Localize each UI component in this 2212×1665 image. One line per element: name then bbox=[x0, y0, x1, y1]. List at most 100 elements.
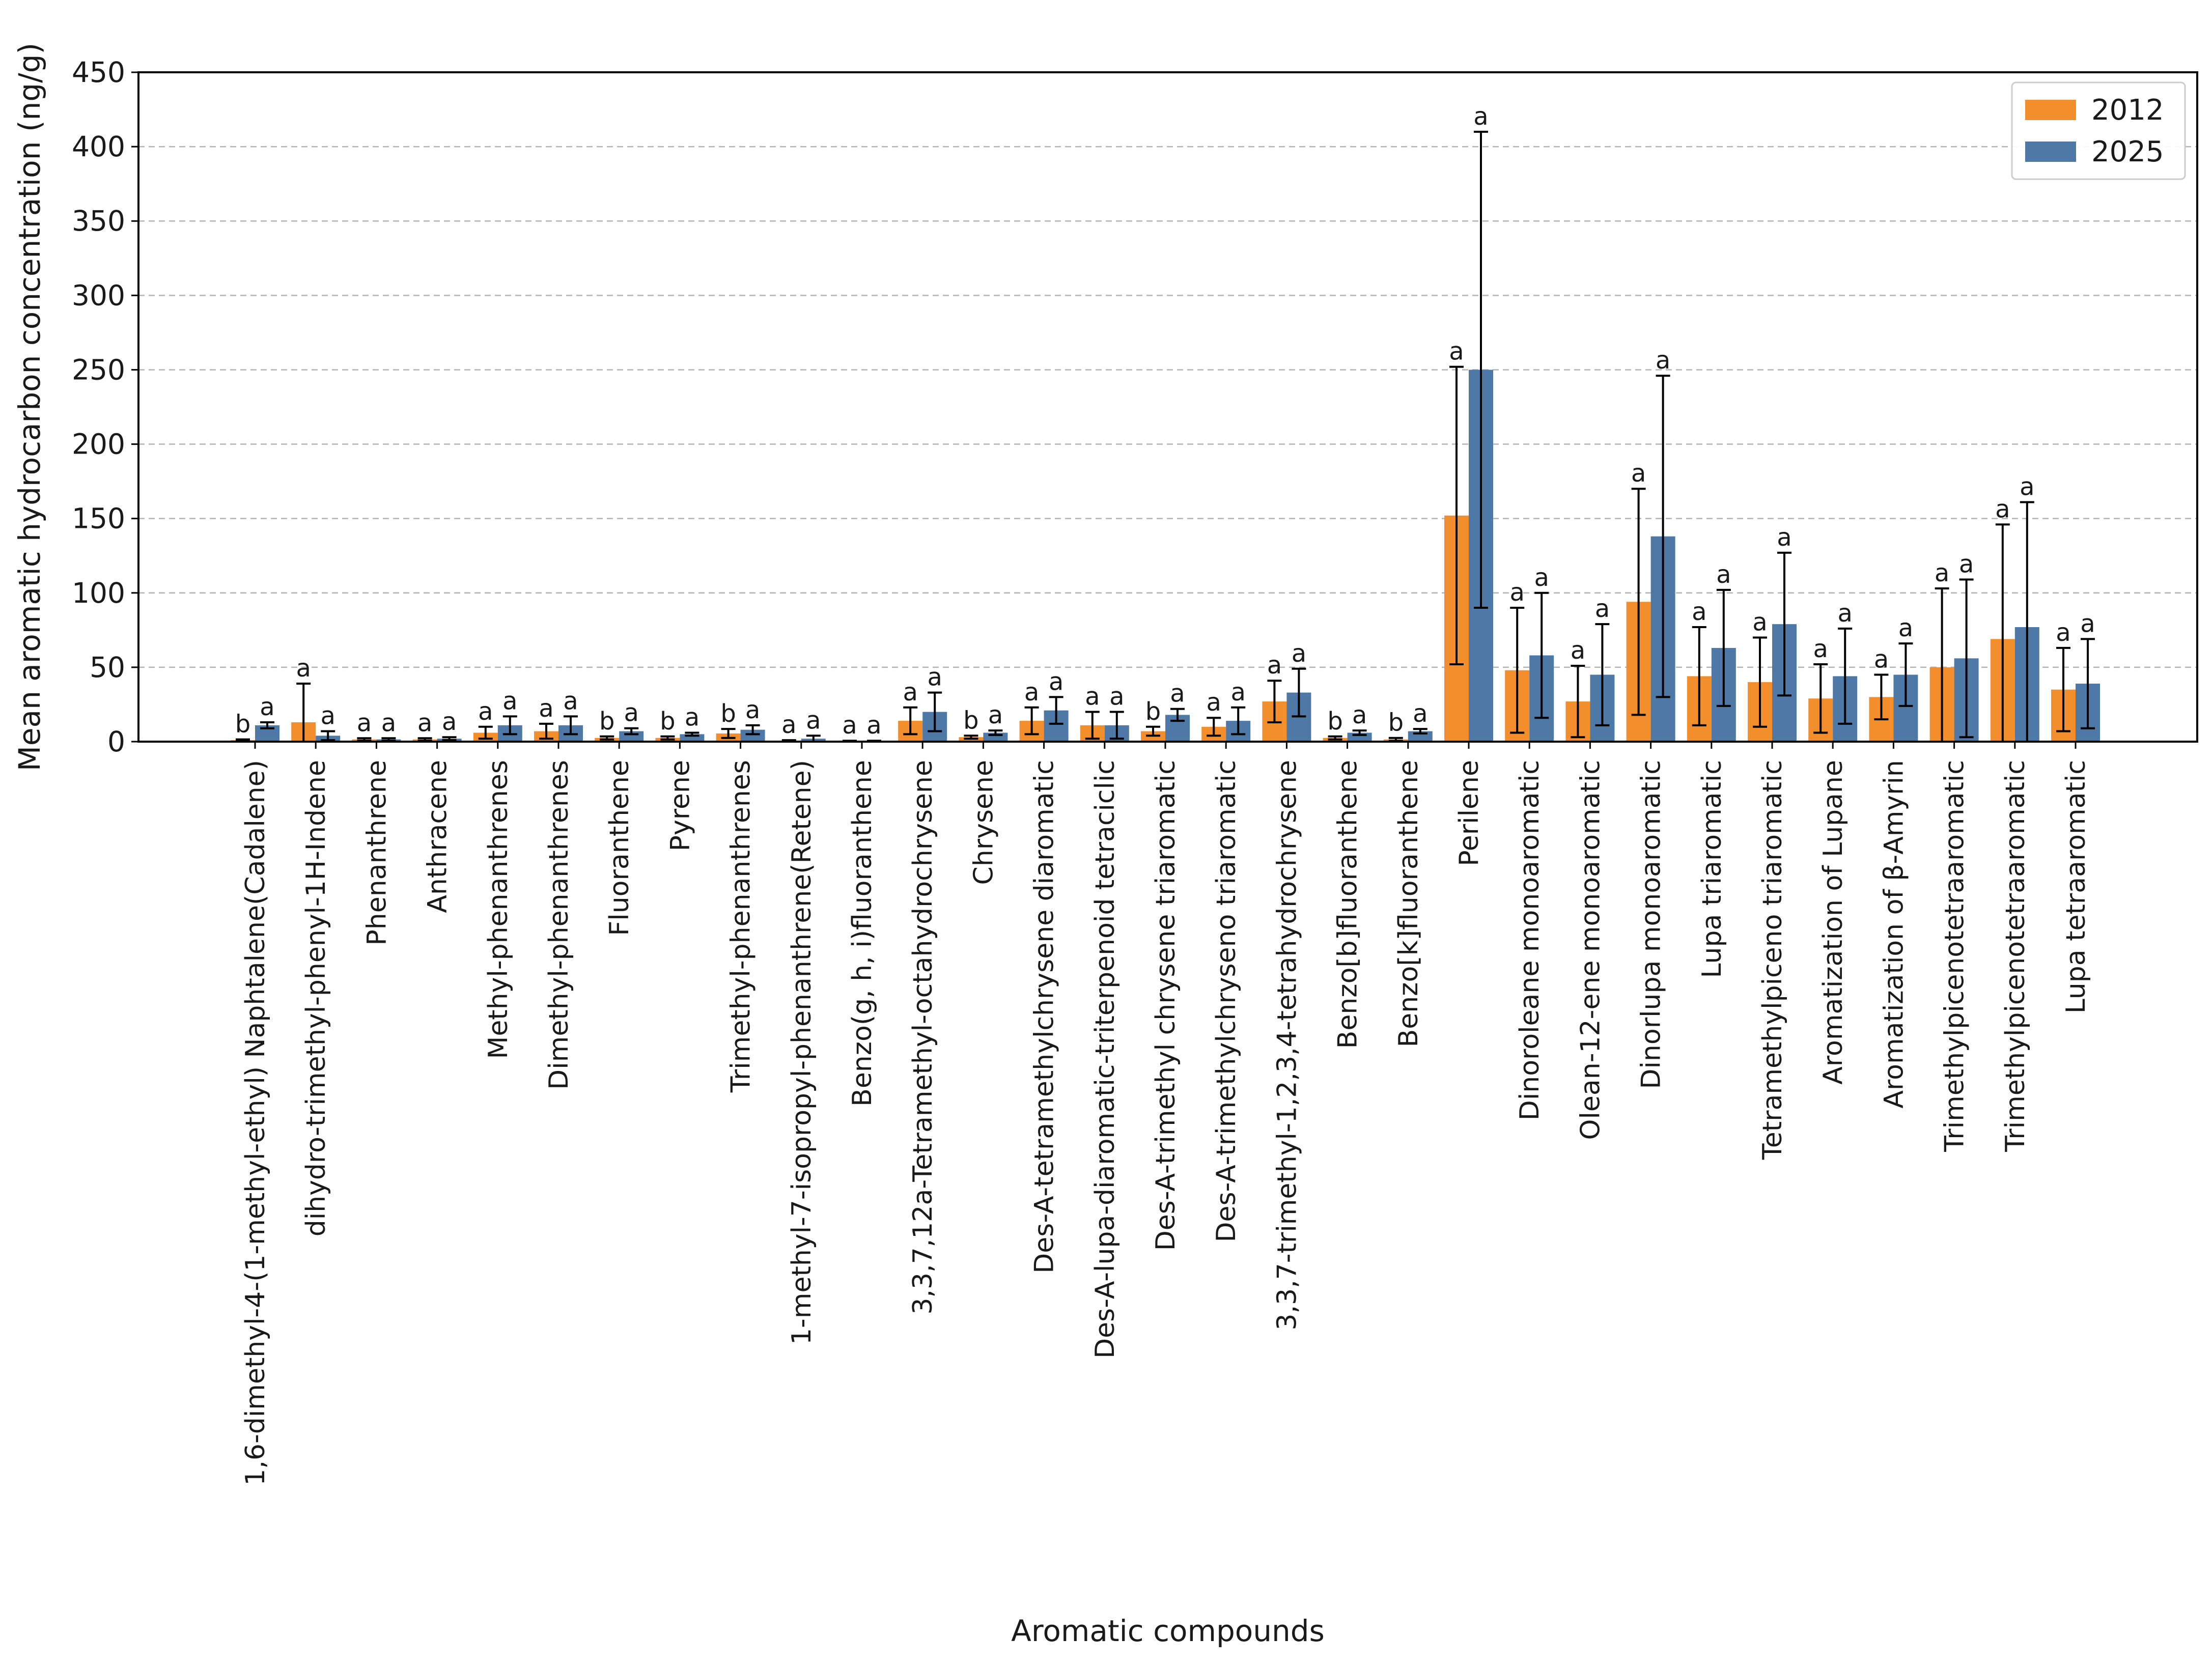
significance-label-2012: a bbox=[781, 711, 796, 739]
significance-label-2025: a bbox=[1352, 701, 1367, 729]
x-tick-label: Benzo[k]fluoranthene bbox=[1393, 760, 1424, 1047]
significance-label-2012: a bbox=[357, 709, 372, 737]
significance-label-2025: a bbox=[1230, 678, 1245, 707]
significance-label-2012: a bbox=[1631, 459, 1646, 488]
significance-label-2025: a bbox=[260, 693, 274, 721]
legend-swatch-2012 bbox=[2025, 100, 2076, 120]
significance-label-2025: a bbox=[988, 701, 1003, 729]
x-tick-label: Benzo(g, h, i)fluoranthene bbox=[847, 760, 878, 1107]
significance-label-2012: a bbox=[1206, 688, 1221, 717]
significance-label-2025: a bbox=[2080, 609, 2095, 638]
x-tick-label: Dinorlupa monoaromatic bbox=[1636, 760, 1667, 1089]
x-tick-label: Aromatization of Lupane bbox=[1818, 760, 1849, 1085]
x-tick-label: Anthracene bbox=[423, 760, 453, 913]
y-tick-label: 200 bbox=[72, 428, 125, 461]
significance-label-2012: a bbox=[903, 678, 917, 707]
significance-label-2012: b bbox=[235, 710, 250, 739]
significance-label-2025: a bbox=[1109, 683, 1124, 711]
y-tick-label: 350 bbox=[72, 205, 125, 237]
significance-label-2012: a bbox=[1935, 559, 1949, 587]
significance-label-2012: a bbox=[1571, 636, 1585, 665]
significance-label-2012: a bbox=[296, 654, 311, 683]
legend-label-2025: 2025 bbox=[2091, 135, 2164, 168]
x-tick-label: Olean-12-ene monoaromatic bbox=[1575, 760, 1606, 1140]
y-tick-label: 150 bbox=[72, 502, 125, 535]
x-tick-label: Methyl-phenanthrenes bbox=[483, 760, 514, 1059]
significance-label-2012: a bbox=[417, 709, 432, 737]
x-tick-label: Phenanthrene bbox=[361, 760, 392, 946]
significance-label-2012: a bbox=[1752, 608, 1767, 636]
significance-label-2025: a bbox=[1473, 102, 1488, 131]
significance-label-2025: a bbox=[1292, 639, 1306, 668]
significance-label-2012: a bbox=[1024, 678, 1039, 707]
significance-label-2012: a bbox=[539, 694, 553, 723]
significance-label-2025: a bbox=[1837, 599, 1852, 628]
significance-label-2025: a bbox=[1959, 550, 1974, 578]
legend-label-2012: 2012 bbox=[2091, 94, 2164, 127]
y-axis-title: Mean aromatic hydrocarbon concentration … bbox=[12, 43, 47, 771]
significance-label-2025: a bbox=[563, 687, 578, 715]
x-tick-label: 1,6-dimethyl-4-(1-methyl-ethyl) Naphtale… bbox=[240, 760, 271, 1486]
significance-label-2025: a bbox=[1898, 614, 1913, 642]
significance-label-2012: b bbox=[599, 707, 614, 736]
y-tick-label: 250 bbox=[72, 353, 125, 386]
grid-lines bbox=[138, 146, 2197, 668]
significance-label-2025: a bbox=[2020, 473, 2034, 501]
significance-label-2025: a bbox=[381, 709, 396, 737]
x-tick-label: 3,3,7-trimethyl-1,2,3,4-tetrahydrochryse… bbox=[1272, 760, 1302, 1331]
significance-label-2012: a bbox=[1995, 495, 2010, 523]
x-tick-label: Dinoroleane monoaromatic bbox=[1515, 760, 1545, 1120]
significance-label-2025: a bbox=[806, 706, 821, 735]
x-tick-label: Benzo[b]fluoranthene bbox=[1333, 760, 1363, 1049]
significance-label-2025: a bbox=[1413, 699, 1427, 728]
plot-frame bbox=[137, 71, 2198, 743]
significance-label-2025: a bbox=[745, 696, 760, 724]
significance-label-2012: b bbox=[660, 707, 675, 736]
x-tick-label: Lupa triaromatic bbox=[1697, 760, 1727, 978]
significance-label-2025: a bbox=[927, 663, 942, 692]
significance-label-2025: a bbox=[624, 699, 638, 727]
x-tick-label: Trimethylpicenotetraaromatic bbox=[1940, 760, 1970, 1152]
significance-label-2012: a bbox=[1509, 578, 1524, 607]
significance-label-2012: a bbox=[1085, 683, 1100, 711]
x-tick-label: Des-A-tetramethylchrysene diaromatic bbox=[1029, 760, 1060, 1274]
significance-label-2012: a bbox=[1813, 635, 1828, 663]
significance-label-2025: a bbox=[866, 711, 881, 740]
significance-label-2012: a bbox=[1267, 651, 1282, 680]
x-tick-label: Dimethyl-phenanthrenes bbox=[544, 760, 574, 1090]
x-tick-label: Lupa tetraaromatic bbox=[2061, 760, 2091, 1013]
significance-label-2012: b bbox=[1327, 707, 1342, 736]
x-tick-label: Des-A-lupa-diaromatic-triterpenoid tetra… bbox=[1090, 760, 1121, 1359]
significance-label-2012: a bbox=[478, 697, 493, 726]
x-tick-label: Perilene bbox=[1454, 760, 1485, 866]
significance-label-2025: a bbox=[1049, 667, 1063, 696]
significance-label-2012: b bbox=[963, 706, 978, 735]
y-tick-label: 300 bbox=[72, 279, 125, 312]
significance-label-2025: a bbox=[1170, 680, 1185, 708]
x-tick-label: Des-A-trimethylchryseno triaromatic bbox=[1211, 760, 1242, 1243]
significance-label-2025: a bbox=[685, 703, 699, 731]
x-tick-label: Chrysene bbox=[968, 760, 999, 885]
x-tick-label: dihydro-trimethyl-phenyl-1H-Indene bbox=[301, 760, 331, 1236]
y-tick-label: 100 bbox=[72, 577, 125, 609]
bar-2025 bbox=[740, 729, 765, 742]
y-tick-label: 50 bbox=[90, 651, 125, 684]
significance-label-2025: a bbox=[1595, 595, 1610, 623]
significance-label-2012: a bbox=[2056, 618, 2070, 647]
significance-label-2012: a bbox=[1692, 598, 1706, 626]
significance-label-2012: a bbox=[1874, 645, 1889, 674]
x-axis-ticks: 1,6-dimethyl-4-(1-methyl-ethyl) Naphtale… bbox=[240, 742, 2091, 1486]
x-tick-label: Fluoranthene bbox=[604, 760, 635, 936]
y-tick-label: 0 bbox=[107, 725, 125, 758]
x-tick-label: Trimethyl-phenanthrenes bbox=[726, 760, 757, 1093]
significance-label-2025: a bbox=[1656, 346, 1670, 375]
significance-label-2025: a bbox=[502, 687, 517, 715]
significance-label-2012: b bbox=[1145, 697, 1161, 726]
x-tick-label: Pyrene bbox=[665, 760, 695, 851]
x-axis-title: Aromatic compounds bbox=[1011, 1614, 1325, 1648]
legend-swatch-2025 bbox=[2025, 142, 2076, 162]
x-tick-label: Trimethylpicenotetraaromatic bbox=[2000, 760, 2031, 1152]
significance-label-2025: a bbox=[1777, 523, 1791, 552]
y-tick-label: 450 bbox=[72, 56, 125, 89]
